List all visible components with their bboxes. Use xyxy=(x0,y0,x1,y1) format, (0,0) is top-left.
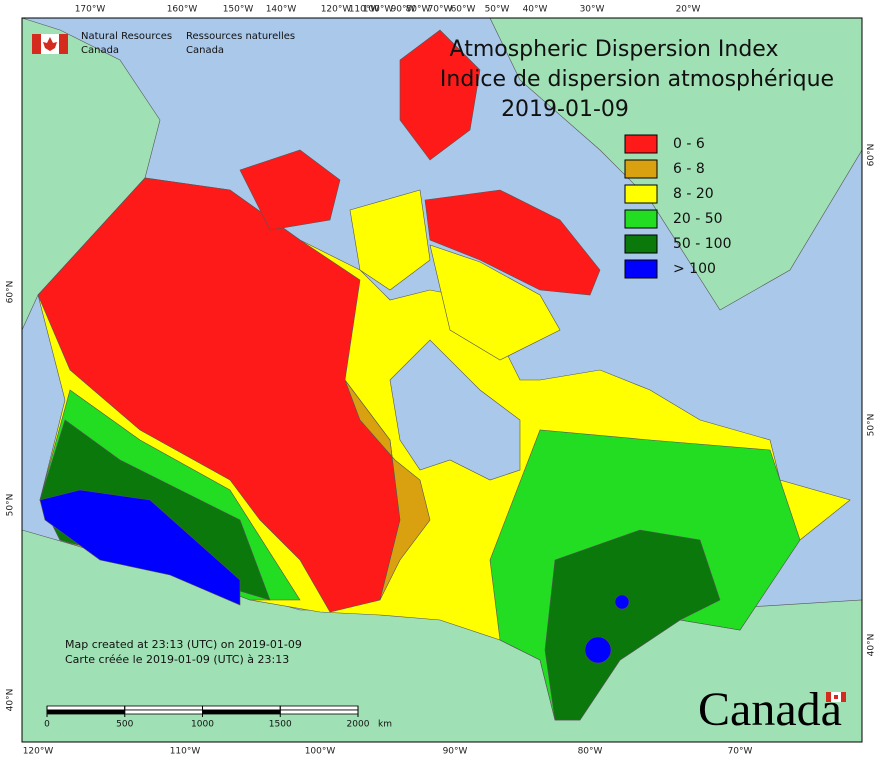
east-dark-green xyxy=(544,529,721,721)
legend-label: 50 - 100 xyxy=(673,236,732,252)
baffin-south xyxy=(429,244,561,361)
note: Map created at 23:13 (UTC) on 2019-01-09 xyxy=(65,638,302,651)
credit-fr: Ressources naturelles xyxy=(186,31,295,42)
legend-label: 6 - 8 xyxy=(673,161,705,177)
scale-label: 1000 xyxy=(191,720,214,730)
legend-swatch xyxy=(624,234,658,254)
scale-unit: km xyxy=(378,720,392,730)
graticule-label: 90°W xyxy=(443,747,468,757)
scale-label: 0 xyxy=(44,720,50,730)
scale-label: 1500 xyxy=(269,720,292,730)
graticule-label: 50°W xyxy=(485,5,510,15)
zone-blue xyxy=(39,489,241,606)
graticule-label: 40°N xyxy=(867,634,877,657)
graticule-label: 120°W xyxy=(321,5,352,15)
graticule-label: 30°W xyxy=(580,5,605,15)
legend-swatch xyxy=(624,159,658,179)
flag-bar xyxy=(841,692,846,702)
legend-label: > 100 xyxy=(673,261,716,277)
graticule-label: 90°W xyxy=(391,5,416,15)
legend-label: 0 - 6 xyxy=(673,136,705,152)
legend-label: 8 - 20 xyxy=(673,186,714,202)
wordmark-flag xyxy=(826,692,846,702)
credit-fr: Canada xyxy=(186,45,224,56)
wordmark: Canada xyxy=(698,683,842,736)
scale-segment xyxy=(46,705,126,711)
note: Carte créée le 2019-01-09 (UTC) à 23:13 xyxy=(65,653,289,666)
graticule-label: 50°N xyxy=(867,414,877,437)
date: 2019-01-09 xyxy=(501,97,629,122)
graticule-label: 20°W xyxy=(676,5,701,15)
scale-segment xyxy=(46,709,126,715)
arctic-island xyxy=(349,189,431,291)
graticule-label: 160°W xyxy=(167,5,198,15)
title: Atmospheric Dispersion Index xyxy=(450,37,779,62)
graticule-label: 100°W xyxy=(363,5,394,15)
flag-leaf xyxy=(834,695,838,699)
graticule-label: 60°N xyxy=(6,281,16,304)
graticule-label: 40°N xyxy=(6,689,16,712)
graticule-label: 60°W xyxy=(451,5,476,15)
graticule-label: 110°W xyxy=(349,5,380,15)
flag-leaf xyxy=(43,37,57,51)
graticule-label: 140°W xyxy=(266,5,297,15)
graticule-label: 40°W xyxy=(523,5,548,15)
scale-label: 2000 xyxy=(347,720,370,730)
legend-swatch xyxy=(624,209,658,229)
arctic-island xyxy=(399,29,481,161)
graticule-label: 110°W xyxy=(170,747,201,757)
scale-segment xyxy=(202,705,281,711)
legend-label: 20 - 50 xyxy=(673,211,723,227)
alaska xyxy=(21,17,161,331)
legend-swatch xyxy=(624,134,658,154)
legend-swatch xyxy=(624,259,658,279)
graticule-label: 70°W xyxy=(428,5,453,15)
graticule-label: 50°N xyxy=(6,494,16,517)
blue-spot xyxy=(584,636,612,664)
baffin-island xyxy=(424,189,601,296)
subtitle: Indice de dispersion atmosphérique xyxy=(440,67,834,92)
graticule-label: 120°W xyxy=(23,747,54,757)
credit-en: Canada xyxy=(81,45,119,56)
scale-segment xyxy=(202,709,281,715)
scale-segment xyxy=(279,709,359,715)
flag-bar xyxy=(826,692,831,702)
credit-en: Natural Resources xyxy=(81,31,172,42)
scale-label: 500 xyxy=(116,720,133,730)
scale-segment xyxy=(124,705,203,711)
flag-bar xyxy=(32,34,41,54)
graticule-label: 100°W xyxy=(305,747,336,757)
frame xyxy=(21,17,863,743)
graticule-label: 60°N xyxy=(867,144,877,167)
arctic-island xyxy=(239,149,341,231)
scale-segment xyxy=(124,709,203,715)
zone-orange xyxy=(344,379,431,601)
graticule-label: 170°W xyxy=(75,5,106,15)
hudson-bay xyxy=(389,339,521,481)
blue-spot xyxy=(614,594,630,610)
graticule-label: 70°W xyxy=(728,747,753,757)
legend-swatch xyxy=(624,184,658,204)
graticule-label: 150°W xyxy=(223,5,254,15)
graticule-label: 80°W xyxy=(578,747,603,757)
graticule-label: 80°W xyxy=(406,5,431,15)
flag-bar xyxy=(59,34,68,54)
nrcan-flag xyxy=(32,34,68,54)
scale-segment xyxy=(279,705,359,711)
land xyxy=(21,17,863,743)
